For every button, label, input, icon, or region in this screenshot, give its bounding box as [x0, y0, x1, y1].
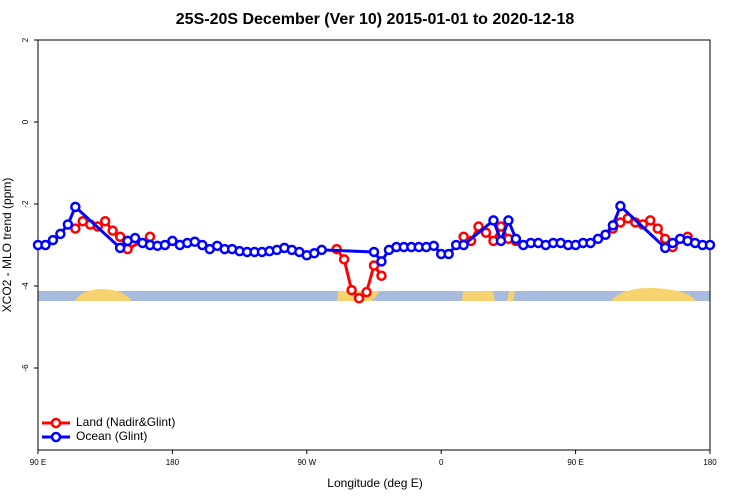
x-tick-label: 180: [166, 458, 180, 467]
data-point: [376, 270, 387, 281]
data-point: [129, 232, 141, 244]
data-point: [114, 242, 126, 254]
data-point: [144, 231, 156, 243]
data-point: [645, 215, 656, 226]
y-tick-label: -2: [21, 200, 30, 208]
land-patch: [462, 291, 495, 301]
data-point: [346, 284, 357, 296]
chart-title: 25S-20S December (Ver 10) 2015-01-01 to …: [176, 11, 575, 28]
data-point: [338, 254, 350, 265]
data-point: [107, 225, 118, 236]
data-point: [592, 233, 604, 245]
data-point: [667, 237, 678, 249]
data-point: [197, 239, 208, 251]
land-patch: [611, 288, 696, 301]
data-point: [62, 219, 74, 230]
data-point: [40, 239, 51, 251]
data-point: [47, 234, 59, 246]
x-tick-label: 180: [703, 458, 717, 467]
legend: Land (Nadir&Glint) Ocean (Glint): [42, 415, 175, 443]
data-point: [428, 240, 439, 252]
data-point: [368, 260, 380, 271]
data-point: [503, 215, 514, 226]
data-point: [488, 215, 499, 226]
data-point: [316, 244, 327, 256]
data-point: [480, 227, 492, 238]
y-tick-label: 0: [21, 119, 30, 124]
land-patch: [507, 291, 515, 301]
data-point: [167, 235, 178, 247]
x-tick-label: 90 E: [567, 458, 583, 467]
data-point: [159, 239, 171, 251]
x-axis-label: Longitude (deg E): [327, 476, 422, 490]
y-tick-label: -6: [21, 364, 30, 372]
data-point: [70, 223, 81, 234]
y-axis-label: XCO2 - MLO trend (ppm): [0, 178, 14, 313]
data-point: [114, 231, 126, 243]
legend-marker: [50, 431, 62, 443]
data-point: [368, 246, 380, 258]
data-point: [443, 248, 454, 260]
data-point: [704, 239, 716, 251]
x-tick-label: 0: [439, 458, 444, 467]
data-point: [70, 201, 81, 213]
data-point: [353, 293, 365, 304]
data-point: [376, 256, 387, 267]
legend-label: Ocean (Glint): [76, 429, 147, 443]
data-point: [458, 239, 469, 251]
data-point: [495, 235, 507, 247]
data-point: [585, 237, 596, 249]
data-point: [600, 229, 611, 240]
legend-marker: [50, 417, 62, 429]
data-point: [607, 220, 619, 231]
data-point: [99, 215, 111, 227]
data-point: [510, 233, 522, 245]
data-point: [55, 228, 66, 240]
x-tick-label: 90 E: [30, 458, 46, 467]
y-tick-label: 2: [21, 37, 30, 42]
y-tick-label: -4: [21, 282, 30, 290]
data-point: [652, 223, 663, 234]
land-patch: [75, 289, 131, 301]
data-point: [361, 286, 372, 298]
data-point: [659, 242, 671, 254]
x-tick-label: 90 W: [297, 458, 316, 467]
land-ocean-strip: [38, 288, 710, 301]
legend-label: Land (Nadir&Glint): [76, 415, 175, 429]
data-point: [473, 221, 484, 232]
data-point: [615, 200, 626, 212]
